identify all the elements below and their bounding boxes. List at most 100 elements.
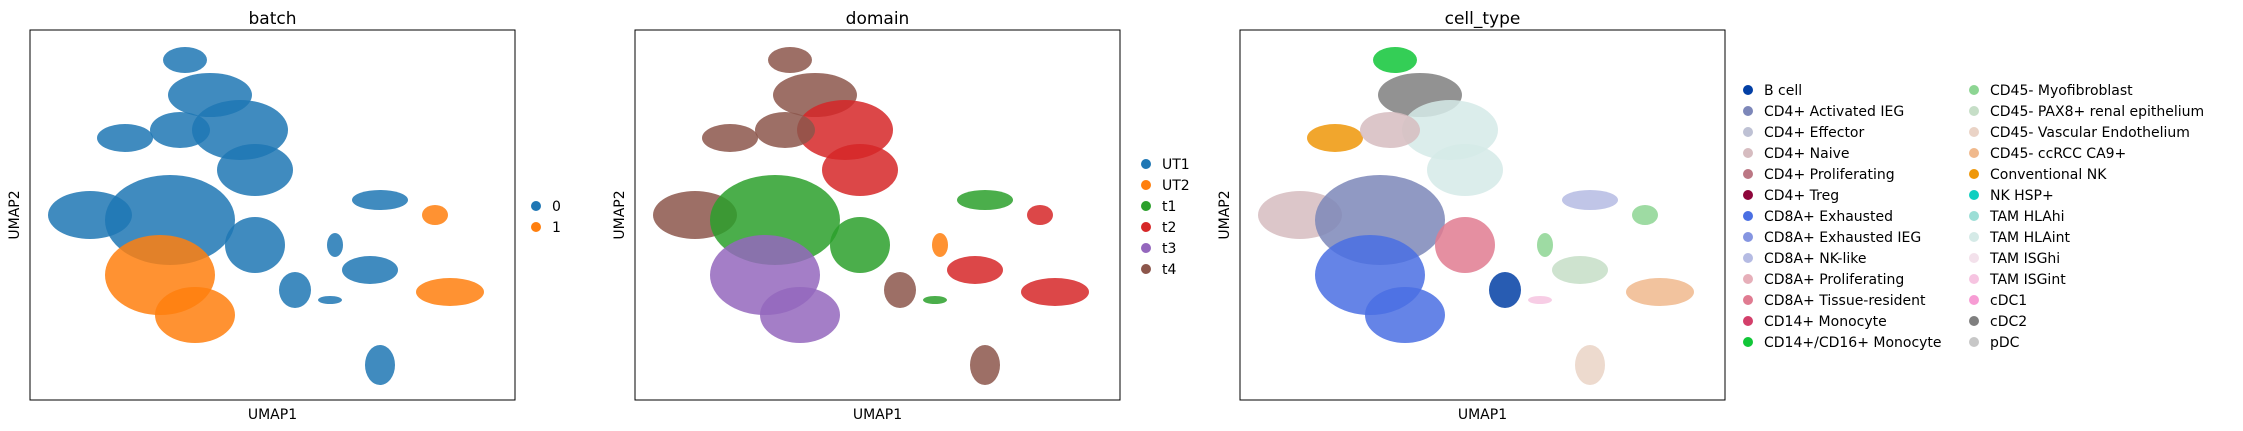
legend-label: t3	[1162, 241, 1176, 257]
legend-marker	[1969, 211, 1979, 221]
panel-title: batch	[249, 9, 297, 29]
y-axis-label: UMAP2	[7, 190, 23, 239]
cluster-point-cloud	[1427, 144, 1503, 196]
cluster-point-cloud	[822, 144, 898, 196]
cluster-point-cloud	[225, 217, 285, 273]
cluster-point-cloud	[1562, 190, 1618, 210]
legend-marker	[1141, 180, 1151, 190]
cluster-point-cloud	[923, 296, 947, 304]
legend-marker	[1743, 169, 1753, 179]
cluster-point-cloud	[163, 47, 207, 73]
cluster-point-cloud	[957, 190, 1013, 210]
legend-marker	[1969, 85, 1979, 95]
plot-frame	[29, 29, 516, 401]
cluster-point-cloud	[1360, 112, 1420, 148]
legend-label: CD4+ Naive	[1764, 146, 1849, 162]
cluster-point-cloud	[932, 233, 948, 257]
cluster-point-cloud	[1489, 272, 1521, 308]
legend-marker	[1969, 169, 1979, 179]
legend-marker	[1969, 106, 1979, 116]
legend-label: NK HSP+	[1990, 188, 2054, 204]
cluster-point-cloud	[755, 112, 815, 148]
legend-marker	[1141, 159, 1151, 169]
cluster-point-cloud	[342, 256, 398, 284]
legend-label: cDC2	[1990, 314, 2027, 330]
legend: B cell CD4+ Activated IEG CD4+ Effector CD4…	[1743, 83, 2204, 351]
legend-label: TAM ISGint	[1989, 272, 2066, 288]
legend-marker	[1743, 232, 1753, 242]
legend-marker	[1141, 243, 1151, 253]
legend: UT1 UT2 t1 t2 t3 t4	[1141, 157, 1190, 278]
cluster-point-cloud	[1365, 287, 1445, 343]
panel-batch: batch UMAP1 UMAP2 0 1	[7, 9, 561, 423]
cluster-point-cloud	[1027, 205, 1053, 225]
cluster-point-cloud	[318, 296, 342, 304]
legend-label: t4	[1162, 262, 1176, 278]
legend-marker	[1969, 232, 1979, 242]
legend-label: CD4+ Activated IEG	[1764, 104, 1904, 120]
legend-marker	[1969, 148, 1979, 158]
legend-label: CD45- Vascular Endothelium	[1990, 125, 2190, 141]
legend-label: CD8A+ Exhausted IEG	[1764, 230, 1921, 246]
legend-label: 0	[552, 199, 561, 215]
legend-marker	[1743, 148, 1753, 158]
legend-label: CD45- ccRCC CA9+	[1990, 146, 2126, 162]
cluster-point-cloud	[884, 272, 916, 308]
legend-marker	[531, 222, 541, 232]
legend-label: t1	[1162, 199, 1176, 215]
legend-label: CD8A+ Exhausted	[1764, 209, 1893, 225]
legend-label: CD8A+ Proliferating	[1764, 272, 1904, 288]
cluster-point-cloud	[155, 287, 235, 343]
cluster-point-cloud	[327, 233, 343, 257]
legend-label: t2	[1162, 220, 1176, 236]
panel-title: domain	[846, 9, 910, 29]
cluster-point-cloud	[365, 345, 395, 385]
x-axis-label: UMAP1	[248, 407, 297, 423]
plot-frame	[1239, 29, 1726, 401]
panel-title: cell_type	[1445, 9, 1521, 29]
legend-marker	[1743, 106, 1753, 116]
legend-marker	[1743, 127, 1753, 137]
legend-marker	[531, 201, 541, 211]
cluster-point-cloud	[422, 205, 448, 225]
legend-marker	[1743, 190, 1753, 200]
legend-label: CD8A+ Tissue-resident	[1764, 293, 1926, 309]
legend-label: CD45- PAX8+ renal epithelium	[1990, 104, 2204, 120]
cluster-point-cloud	[1528, 296, 1552, 304]
legend-marker	[1969, 337, 1979, 347]
legend-label: 1	[552, 220, 561, 236]
cluster-point-cloud	[1552, 256, 1608, 284]
legend-marker	[1969, 190, 1979, 200]
x-axis-label: UMAP1	[853, 407, 902, 423]
legend-label: CD4+ Treg	[1764, 188, 1839, 204]
legend-marker	[1969, 274, 1979, 284]
cluster-point-cloud	[1373, 47, 1417, 73]
legend-marker	[1743, 316, 1753, 326]
legend-label: UT2	[1162, 178, 1190, 194]
legend-label: CD14+/CD16+ Monocyte	[1764, 335, 1942, 351]
legend-label: cDC1	[1990, 293, 2027, 309]
legend-marker	[1969, 253, 1979, 263]
cluster-point-cloud	[217, 144, 293, 196]
cluster-point-cloud	[352, 190, 408, 210]
legend-marker	[1743, 274, 1753, 284]
cluster-point-cloud	[1307, 124, 1363, 152]
cluster-point-cloud	[768, 47, 812, 73]
y-axis-label: UMAP2	[612, 190, 628, 239]
cluster-point-cloud	[97, 124, 153, 152]
legend-label: B cell	[1764, 83, 1802, 99]
legend-label: TAM HLAint	[1989, 230, 2071, 246]
scatter-points	[1258, 47, 1694, 385]
cluster-point-cloud	[947, 256, 1003, 284]
y-axis-label: UMAP2	[1217, 190, 1233, 239]
legend-label: CD14+ Monocyte	[1764, 314, 1887, 330]
legend-label: CD4+ Effector	[1764, 125, 1865, 141]
plot-frame	[634, 29, 1121, 401]
legend-marker	[1743, 253, 1753, 263]
legend-label: TAM HLAhi	[1989, 209, 2065, 225]
scatter-points	[48, 47, 484, 385]
legend-label: Conventional NK	[1990, 167, 2107, 183]
legend-label: CD4+ Proliferating	[1764, 167, 1895, 183]
legend-label: TAM ISGhi	[1989, 251, 2060, 267]
